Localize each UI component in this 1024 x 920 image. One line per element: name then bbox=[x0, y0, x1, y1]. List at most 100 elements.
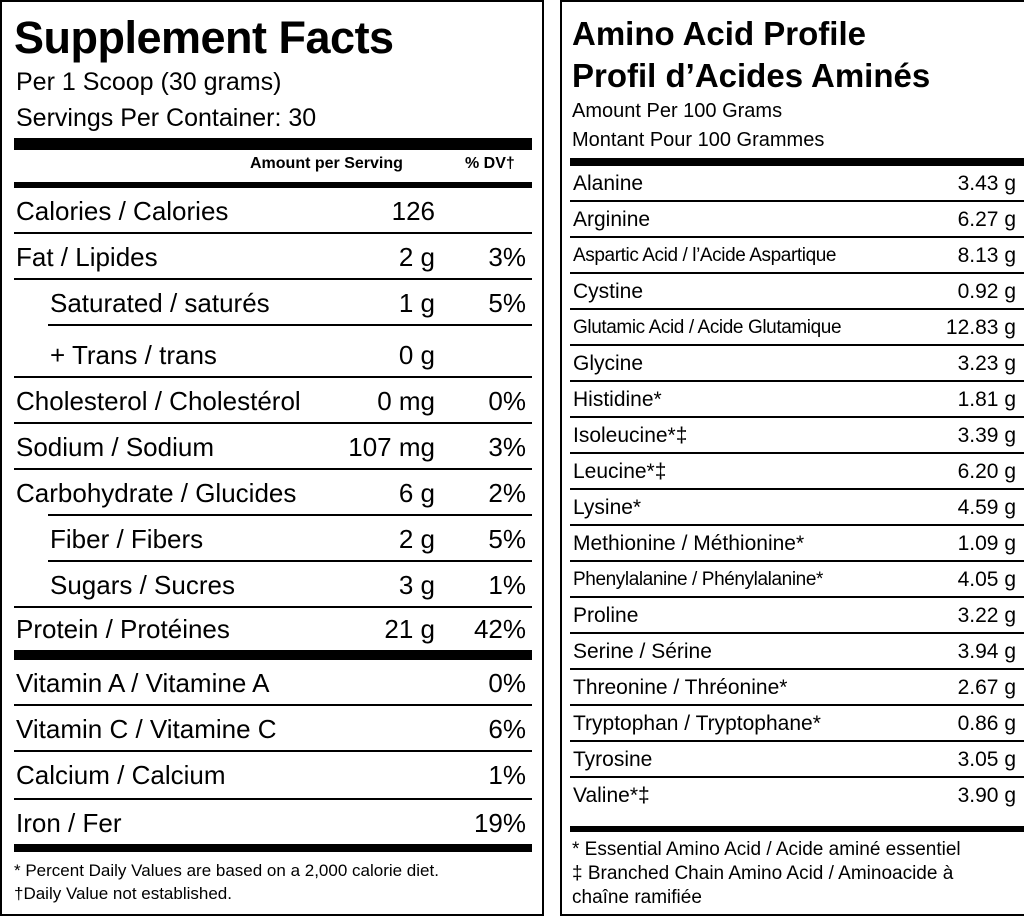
nutrient-row-fiber: Fiber / Fibers 2 g 5% bbox=[14, 516, 532, 562]
amino-row-isoleucine: Isoleucine*‡ 3.39 g bbox=[570, 418, 1024, 454]
amino-name: Threonine / Thréonine* bbox=[573, 676, 788, 699]
serving-size: Per 1 Scoop (30 grams) bbox=[16, 68, 282, 96]
amino-value: 12.83 g bbox=[945, 316, 1016, 339]
amino-row-valine: Valine*‡ 3.90 g bbox=[570, 778, 1024, 824]
supplement-facts-panel: Supplement Facts Per 1 Scoop (30 grams) … bbox=[0, 0, 544, 916]
nutrient-row-calories: Calories / Calories 126 bbox=[14, 188, 532, 234]
vitamin-dv: 6% bbox=[488, 714, 526, 744]
amino-row-tryptophan: Tryptophan / Tryptophane* 0.86 g bbox=[570, 706, 1024, 742]
amino-name: Histidine* bbox=[573, 388, 662, 411]
nutrient-amount: 21 g bbox=[384, 614, 435, 644]
amino-value: 4.59 g bbox=[957, 496, 1016, 519]
amino-name: Leucine*‡ bbox=[573, 460, 667, 483]
nutrient-name: Sugars / Sucres bbox=[50, 570, 235, 600]
amino-row-lysine: Lysine* 4.59 g bbox=[570, 490, 1024, 526]
nutrient-row-cholesterol: Cholesterol / Cholestérol 0 mg 0% bbox=[14, 378, 532, 424]
amino-value: 4.05 g bbox=[957, 568, 1016, 591]
nutrient-name: Carbohydrate / Glucides bbox=[16, 478, 297, 508]
amino-name: Glutamic Acid / Acide Glutamique bbox=[573, 317, 842, 338]
vitamin-name: Vitamin C / Vitamine C bbox=[16, 714, 277, 744]
amino-name: Glycine bbox=[573, 352, 644, 375]
thick-divider-top bbox=[14, 138, 532, 150]
nutrient-dv: 1% bbox=[488, 570, 526, 600]
amino-row-threonine: Threonine / Thréonine* 2.67 g bbox=[570, 670, 1024, 706]
vitamin-name: Vitamin A / Vitamine A bbox=[16, 668, 270, 698]
nutrient-amount: 107 mg bbox=[348, 432, 435, 462]
amino-name: Valine*‡ bbox=[573, 784, 650, 807]
nutrient-name: Cholesterol / Cholestérol bbox=[16, 386, 301, 416]
nutrient-name: + Trans / trans bbox=[50, 340, 217, 370]
footnote-bcaa: ‡ Branched Chain Amino Acid / Aminoacide… bbox=[572, 863, 954, 884]
amino-row-arginine: Arginine 6.27 g bbox=[570, 202, 1024, 238]
nutrient-amount: 0 g bbox=[398, 340, 435, 370]
amino-name: Aspartic Acid / l’Acide Aspartique bbox=[573, 245, 837, 266]
nutrient-name: Fat / Lipides bbox=[16, 242, 158, 272]
nutrient-name: Sodium / Sodium bbox=[16, 432, 214, 462]
amount-per-serving-header: Amount per Serving bbox=[250, 155, 403, 172]
nutrient-dv: 5% bbox=[488, 288, 526, 318]
amino-row-serine: Serine / Sérine 3.94 g bbox=[570, 634, 1024, 670]
nutrient-amount: 2 g bbox=[398, 524, 435, 554]
nutrient-dv: 2% bbox=[488, 478, 526, 508]
amino-value: 3.23 g bbox=[957, 352, 1016, 375]
amino-name: Isoleucine*‡ bbox=[573, 424, 688, 447]
amino-value: 8.13 g bbox=[957, 244, 1016, 267]
nutrient-amount: 126 bbox=[391, 196, 435, 226]
amino-value: 6.27 g bbox=[957, 208, 1016, 231]
nutrient-row-sodium: Sodium / Sodium 107 mg 3% bbox=[14, 424, 532, 470]
amino-name: Methionine / Méthionine* bbox=[573, 532, 805, 555]
nutrient-dv: 3% bbox=[488, 432, 526, 462]
amino-row-cystine: Cystine 0.92 g bbox=[570, 274, 1024, 310]
thick-divider-vitamins bbox=[14, 650, 532, 660]
nutrient-dv: 42% bbox=[473, 614, 526, 644]
amount-per-100g-fr: Montant Pour 100 Grammes bbox=[572, 129, 825, 151]
amino-value: 3.05 g bbox=[957, 748, 1016, 771]
amino-title-fr: Profil d’Acides Aminés bbox=[572, 57, 931, 94]
amino-row-proline: Proline 3.22 g bbox=[570, 598, 1024, 634]
nutrient-name: Calories / Calories bbox=[16, 196, 229, 226]
footnote-essential-amino: * Essential Amino Acid / Acide aminé ess… bbox=[572, 839, 961, 860]
vitamin-name: Iron / Fer bbox=[16, 808, 122, 838]
nutrient-amount: 6 g bbox=[398, 478, 435, 508]
thick-divider-bottom bbox=[14, 844, 532, 852]
amino-name: Alanine bbox=[573, 172, 644, 195]
amino-row-tyrosine: Tyrosine 3.05 g bbox=[570, 742, 1024, 778]
amino-acid-panel: Amino Acid Profile Profil d’Acides Aminé… bbox=[560, 0, 1024, 916]
amount-per-100g-en: Amount Per 100 Grams bbox=[572, 100, 783, 122]
footnote-daily-values: * Percent Daily Values are based on a 2,… bbox=[14, 861, 439, 880]
nutrient-dv: 5% bbox=[488, 524, 526, 554]
medium-divider bbox=[14, 182, 532, 188]
nutrient-name: Saturated / saturés bbox=[50, 288, 270, 318]
servings-per-container: Servings Per Container: 30 bbox=[16, 104, 317, 132]
nutrient-amount: 3 g bbox=[398, 570, 435, 600]
nutrient-row-fat: Fat / Lipides 2 g 3% bbox=[14, 234, 532, 280]
amino-row-glycine: Glycine 3.23 g bbox=[570, 346, 1024, 382]
vitamin-name: Calcium / Calcium bbox=[16, 760, 226, 790]
amino-value: 3.43 g bbox=[957, 172, 1016, 195]
nutrient-name: Protein / Protéines bbox=[16, 614, 230, 644]
amino-row-methionine: Methionine / Méthionine* 1.09 g bbox=[570, 526, 1024, 562]
vitamin-row-a: Vitamin A / Vitamine A 0% bbox=[14, 660, 532, 706]
amino-value: 3.94 g bbox=[957, 640, 1016, 663]
vitamin-row-iron: Iron / Fer 19% bbox=[14, 800, 532, 846]
amino-value: 3.39 g bbox=[957, 424, 1016, 447]
footnote-dv-not-established: †Daily Value not established. bbox=[14, 884, 232, 903]
supplement-facts-title: Supplement Facts bbox=[14, 12, 394, 63]
nutrient-row-saturated: Saturated / saturés 1 g 5% bbox=[14, 280, 532, 326]
amino-name: Phenylalanine / Phénylalanine* bbox=[573, 569, 823, 590]
amino-value: 2.67 g bbox=[957, 676, 1016, 699]
nutrient-row-trans: + Trans / trans 0 g bbox=[14, 332, 532, 378]
amino-title-en: Amino Acid Profile bbox=[572, 15, 866, 52]
nutrient-amount: 0 mg bbox=[377, 386, 435, 416]
vitamin-dv: 19% bbox=[473, 808, 526, 838]
amino-value: 0.92 g bbox=[957, 280, 1016, 303]
vitamin-row-c: Vitamin C / Vitamine C 6% bbox=[14, 706, 532, 752]
amino-row-leucine: Leucine*‡ 6.20 g bbox=[570, 454, 1024, 490]
amino-name: Tyrosine bbox=[573, 748, 653, 771]
nutrient-row-sugars: Sugars / Sucres 3 g 1% bbox=[14, 562, 532, 608]
vitamin-dv: 1% bbox=[488, 760, 526, 790]
amino-row-glutamic-acid: Glutamic Acid / Acide Glutamique 12.83 g bbox=[570, 310, 1024, 346]
amino-name: Proline bbox=[573, 604, 639, 627]
amino-value: 1.81 g bbox=[957, 388, 1016, 411]
amino-row-aspartic-acid: Aspartic Acid / l’Acide Aspartique 8.13 … bbox=[570, 238, 1024, 274]
